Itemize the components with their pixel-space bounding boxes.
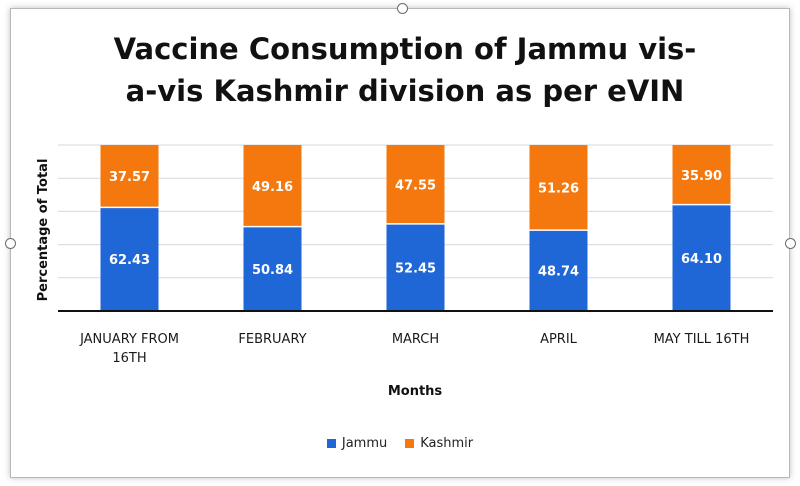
bar-jammu-0 xyxy=(100,207,159,311)
data-label-jammu-4: 64.10 xyxy=(681,252,722,267)
legend: Jammu Kashmir xyxy=(0,436,800,451)
x-tick-label-3: APRIL xyxy=(540,332,578,347)
x-axis-title: Months xyxy=(388,384,443,399)
data-label-jammu-2: 52.45 xyxy=(395,261,436,276)
legend-swatch-jammu xyxy=(326,439,336,448)
bar-jammu-2 xyxy=(386,223,445,311)
legend-item-kashmir: Kashmir xyxy=(405,436,473,451)
x-tick-label-4: MAY TILL 16TH xyxy=(654,332,750,347)
legend-label-kashmir: Kashmir xyxy=(420,436,474,451)
bar-kashmir-1 xyxy=(243,145,302,227)
bar-kashmir-2 xyxy=(386,145,445,224)
legend-swatch-kashmir xyxy=(405,439,415,448)
resize-handle-right[interactable] xyxy=(785,238,796,249)
x-tick-labels: JANUARY FROM 16TH FEBRUARY MARCH APRIL MAY TI… xyxy=(79,332,749,366)
data-label-kashmir-4: 35.90 xyxy=(681,169,722,184)
bar-jammu-4 xyxy=(672,204,731,311)
bar-kashmir-0 xyxy=(100,145,159,208)
data-label-kashmir-3: 51.26 xyxy=(538,182,579,197)
y-axis-title: Percentage of Total xyxy=(36,159,51,302)
data-label-kashmir-2: 47.55 xyxy=(395,178,436,193)
data-label-kashmir-1: 49.16 xyxy=(252,180,293,195)
chart-title-line-2: a-vis Kashmir division as per eVIN xyxy=(125,74,685,108)
legend-item-jammu: Jammu xyxy=(326,436,388,451)
x-tick-label-0: JANUARY FROM xyxy=(79,332,179,347)
bar-kashmir-4 xyxy=(672,145,731,205)
bar-jammu-1 xyxy=(243,226,302,311)
data-labels: 62.43 37.57 50.84 49.16 52.45 47.55 48.74 51.26… xyxy=(109,169,722,280)
resize-handle-left[interactable] xyxy=(5,238,16,249)
resize-handle-top[interactable] xyxy=(397,3,408,14)
data-label-jammu-0: 62.43 xyxy=(109,253,150,268)
x-tick-label-1: FEBRUARY xyxy=(238,332,306,347)
legend-label-jammu: Jammu xyxy=(341,436,388,451)
data-label-jammu-3: 48.74 xyxy=(538,265,579,280)
bar-jammu-3 xyxy=(529,230,588,311)
bar-kashmir-3 xyxy=(529,145,588,231)
x-tick-label-2: MARCH xyxy=(392,332,439,347)
chart-title-line-1: Vaccine Consumption of Jammu vis- xyxy=(113,32,697,66)
data-label-kashmir-0: 37.57 xyxy=(109,170,150,185)
bars xyxy=(100,145,731,311)
x-tick-label-0: 16TH xyxy=(112,351,146,366)
chart-title: Vaccine Consumption of Jammu vis- a-vis … xyxy=(40,28,770,112)
data-label-jammu-1: 50.84 xyxy=(252,263,293,278)
